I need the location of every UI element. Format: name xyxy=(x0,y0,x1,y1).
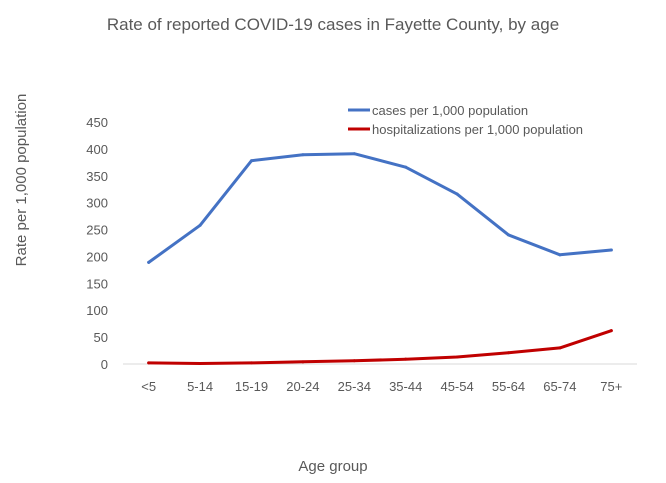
series-1-point xyxy=(198,361,202,365)
y-tick-label: 350 xyxy=(86,169,108,184)
legend-label-0: cases per 1,000 population xyxy=(372,103,528,118)
series-1-point xyxy=(455,355,459,359)
x-tick-label: 5-14 xyxy=(187,379,213,394)
y-axis-ticks: 0 50 100 150 200 250 300 350 400 450 xyxy=(86,115,108,372)
series-0-point xyxy=(301,153,305,157)
series-0-point xyxy=(147,260,151,264)
series-layer xyxy=(147,152,613,365)
y-tick-label: 400 xyxy=(86,142,108,157)
series-0-point xyxy=(352,152,356,156)
series-1-point xyxy=(404,357,408,361)
series-1-point xyxy=(558,346,562,350)
x-tick-label: 20-24 xyxy=(286,379,319,394)
y-tick-label: 150 xyxy=(86,276,108,291)
series-1-point xyxy=(250,361,253,365)
series-line-1 xyxy=(147,329,613,365)
x-tick-label: 55-64 xyxy=(492,379,525,394)
series-1-point xyxy=(352,359,356,363)
series-0-point xyxy=(250,159,253,163)
series-1-point xyxy=(147,361,151,365)
x-tick-label: 75+ xyxy=(600,379,622,394)
x-tick-label: 35-44 xyxy=(389,379,422,394)
x-tick-label: 15-19 xyxy=(235,379,268,394)
x-tick-label: 25-34 xyxy=(338,379,371,394)
series-line-0 xyxy=(147,152,613,264)
series-1-point xyxy=(507,351,510,355)
legend-label-1: hospitalizations per 1,000 population xyxy=(372,122,583,137)
x-tick-label: <5 xyxy=(141,379,156,394)
series-0-point xyxy=(198,223,202,227)
x-tick-label: 45-54 xyxy=(440,379,473,394)
y-tick-label: 100 xyxy=(86,303,108,318)
series-0-point xyxy=(455,192,459,196)
chart-title: Rate of reported COVID-19 cases in Fayet… xyxy=(107,15,559,34)
y-tick-label: 300 xyxy=(86,196,108,211)
y-tick-label: 200 xyxy=(86,249,108,264)
series-0-point xyxy=(609,248,613,252)
series-0-point xyxy=(558,253,562,257)
series-0-point xyxy=(404,165,408,169)
series-1-point xyxy=(301,360,305,364)
y-tick-label: 0 xyxy=(101,357,108,372)
series-0-point xyxy=(507,233,510,237)
y-tick-label: 50 xyxy=(94,330,108,345)
legend: cases per 1,000 population hospitalizatio… xyxy=(348,103,583,137)
y-tick-label: 450 xyxy=(86,115,108,130)
x-axis-label: Age group xyxy=(298,458,367,475)
y-tick-label: 250 xyxy=(86,223,108,238)
x-tick-label: 65-74 xyxy=(543,379,576,394)
y-axis-label: Rate per 1,000 population xyxy=(13,94,30,267)
series-1-point xyxy=(609,329,613,333)
x-axis-ticks: <5 5-14 15-19 20-24 25-34 35-44 45-54 55-64 65-7… xyxy=(141,379,622,394)
